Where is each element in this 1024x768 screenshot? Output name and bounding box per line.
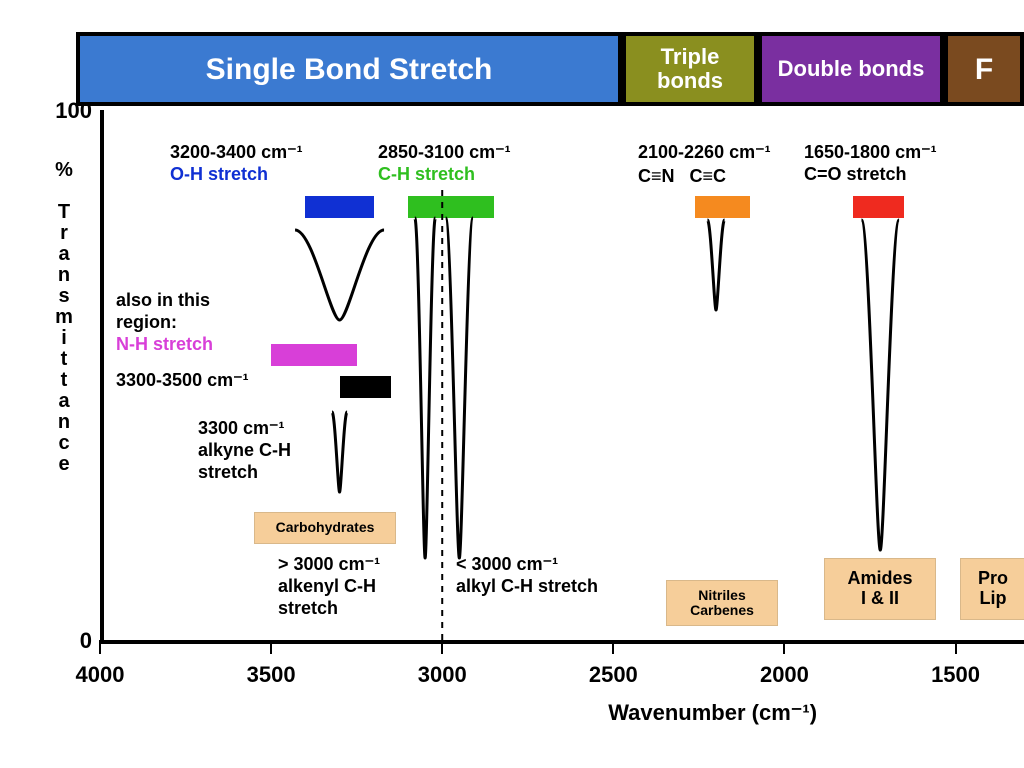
- tag-pro: ProLip: [960, 558, 1024, 620]
- label: also in this: [116, 290, 210, 312]
- header-f: F: [944, 32, 1024, 106]
- band-triple: [695, 196, 750, 218]
- x-axis: [100, 640, 1024, 644]
- label: < 3000 cm⁻¹: [456, 554, 558, 576]
- label: C-H stretch: [378, 164, 475, 186]
- peak: [707, 220, 724, 310]
- band-C=O: [853, 196, 904, 218]
- label: 3300-3500 cm⁻¹: [116, 370, 249, 392]
- peak: [332, 412, 347, 492]
- label: 2850-3100 cm⁻¹: [378, 142, 511, 164]
- ytick-0: 0: [52, 628, 92, 654]
- peak: [861, 220, 899, 550]
- y-axis: [100, 110, 104, 644]
- label: 2100-2260 cm⁻¹: [638, 142, 771, 164]
- header-double-bonds: Double bonds: [758, 32, 944, 106]
- tag-amides: AmidesI & II: [824, 558, 936, 620]
- x-axis-label: Wavenumber (cm⁻¹): [608, 700, 817, 726]
- peak: [295, 230, 384, 320]
- xtick-2000: 2000: [760, 662, 809, 688]
- label: region:: [116, 312, 177, 334]
- y-axis-label: % Transmittance: [54, 160, 74, 475]
- label: 1650-1800 cm⁻¹: [804, 142, 937, 164]
- label: alkyne C-H: [198, 440, 291, 462]
- band-O-H: [305, 196, 373, 218]
- label: N-H stretch: [116, 334, 213, 356]
- xtick-2500: 2500: [589, 662, 638, 688]
- tag-carbohydrates: Carbohydrates: [254, 512, 396, 544]
- label: alkyl C-H stretch: [456, 576, 598, 598]
- label: O-H stretch: [170, 164, 268, 186]
- label: alkenyl C-H: [278, 576, 376, 598]
- peak: [446, 218, 473, 558]
- tag-nitriles: NitrilesCarbenes: [666, 580, 778, 626]
- label: stretch: [198, 462, 258, 484]
- label: 3200-3400 cm⁻¹: [170, 142, 303, 164]
- band-N-H: [271, 344, 357, 366]
- band-C-H: [408, 196, 494, 218]
- label: C=O stretch: [804, 164, 907, 186]
- xtick-1500: 1500: [931, 662, 980, 688]
- band-blk: [340, 376, 391, 398]
- label: C≡N C≡C: [638, 166, 726, 188]
- label: 3300 cm⁻¹: [198, 418, 285, 440]
- xtick-3000: 3000: [418, 662, 467, 688]
- xtick-4000: 4000: [76, 662, 125, 688]
- xtick-3500: 3500: [247, 662, 296, 688]
- label: stretch: [278, 598, 338, 620]
- label: > 3000 cm⁻¹: [278, 554, 380, 576]
- ytick-100: 100: [52, 98, 92, 124]
- header-triple-bonds: Triple bonds: [622, 32, 758, 106]
- peak: [415, 218, 436, 558]
- header-single-bond-stretch: Single Bond Stretch: [76, 32, 622, 106]
